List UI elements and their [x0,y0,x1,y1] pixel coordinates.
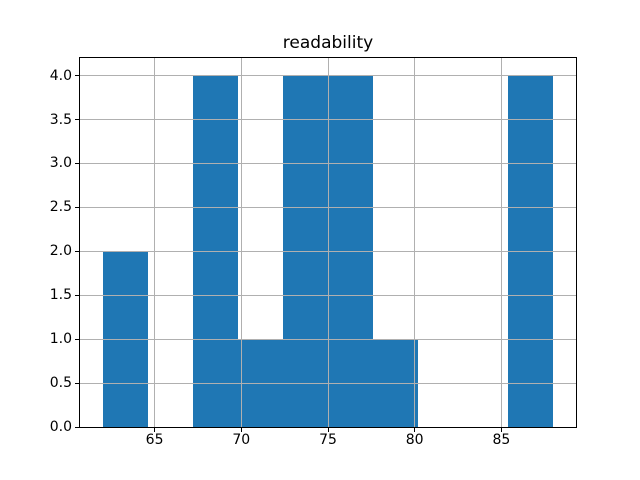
x-gridline [154,58,156,427]
y-tick-label: 2.5 [49,199,72,216]
y-tick-label: 3.0 [49,155,72,172]
plot-area [80,58,576,428]
x-gridline [327,58,329,427]
chart-title: readability [282,33,374,53]
y-gridline [80,250,576,252]
y-tick-label: 0.0 [49,419,72,435]
x-tick-mark [414,428,416,432]
y-gridline [80,162,576,164]
y-gridline [80,75,576,77]
y-tick-mark [75,382,79,384]
x-tick-label: 85 [492,432,511,448]
y-gridline [80,338,576,340]
y-tick-mark [75,206,79,208]
y-tick-mark [75,162,79,164]
x-tick-label: 75 [319,432,337,448]
x-gridline [500,58,502,427]
y-tick-label: 1.5 [49,287,72,304]
x-tick-label: 80 [405,432,424,448]
x-tick-label: 70 [232,432,251,448]
y-tick-label: 0.5 [49,375,72,392]
y-gridline [80,294,576,296]
y-tick-mark [75,338,79,340]
y-gridline [80,382,576,384]
y-tick-mark [75,250,79,252]
x-tick-mark [327,428,329,432]
y-gridline [80,119,576,120]
y-tick-mark [75,294,79,296]
y-tick-mark [75,75,79,77]
y-tick-label: 3.5 [49,111,72,128]
x-tick-mark [500,428,502,432]
y-tick-label: 4.0 [49,67,72,84]
x-gridline [414,58,416,427]
x-tick-mark [240,428,242,432]
y-tick-mark [75,426,79,428]
y-gridline [80,206,576,208]
y-tick-label: 2.0 [49,243,72,260]
y-tick-mark [75,119,79,120]
y-tick-label: 1.0 [49,331,72,348]
x-gridline [240,58,242,427]
x-tick-mark [154,428,156,432]
x-tick-label: 65 [145,432,164,448]
